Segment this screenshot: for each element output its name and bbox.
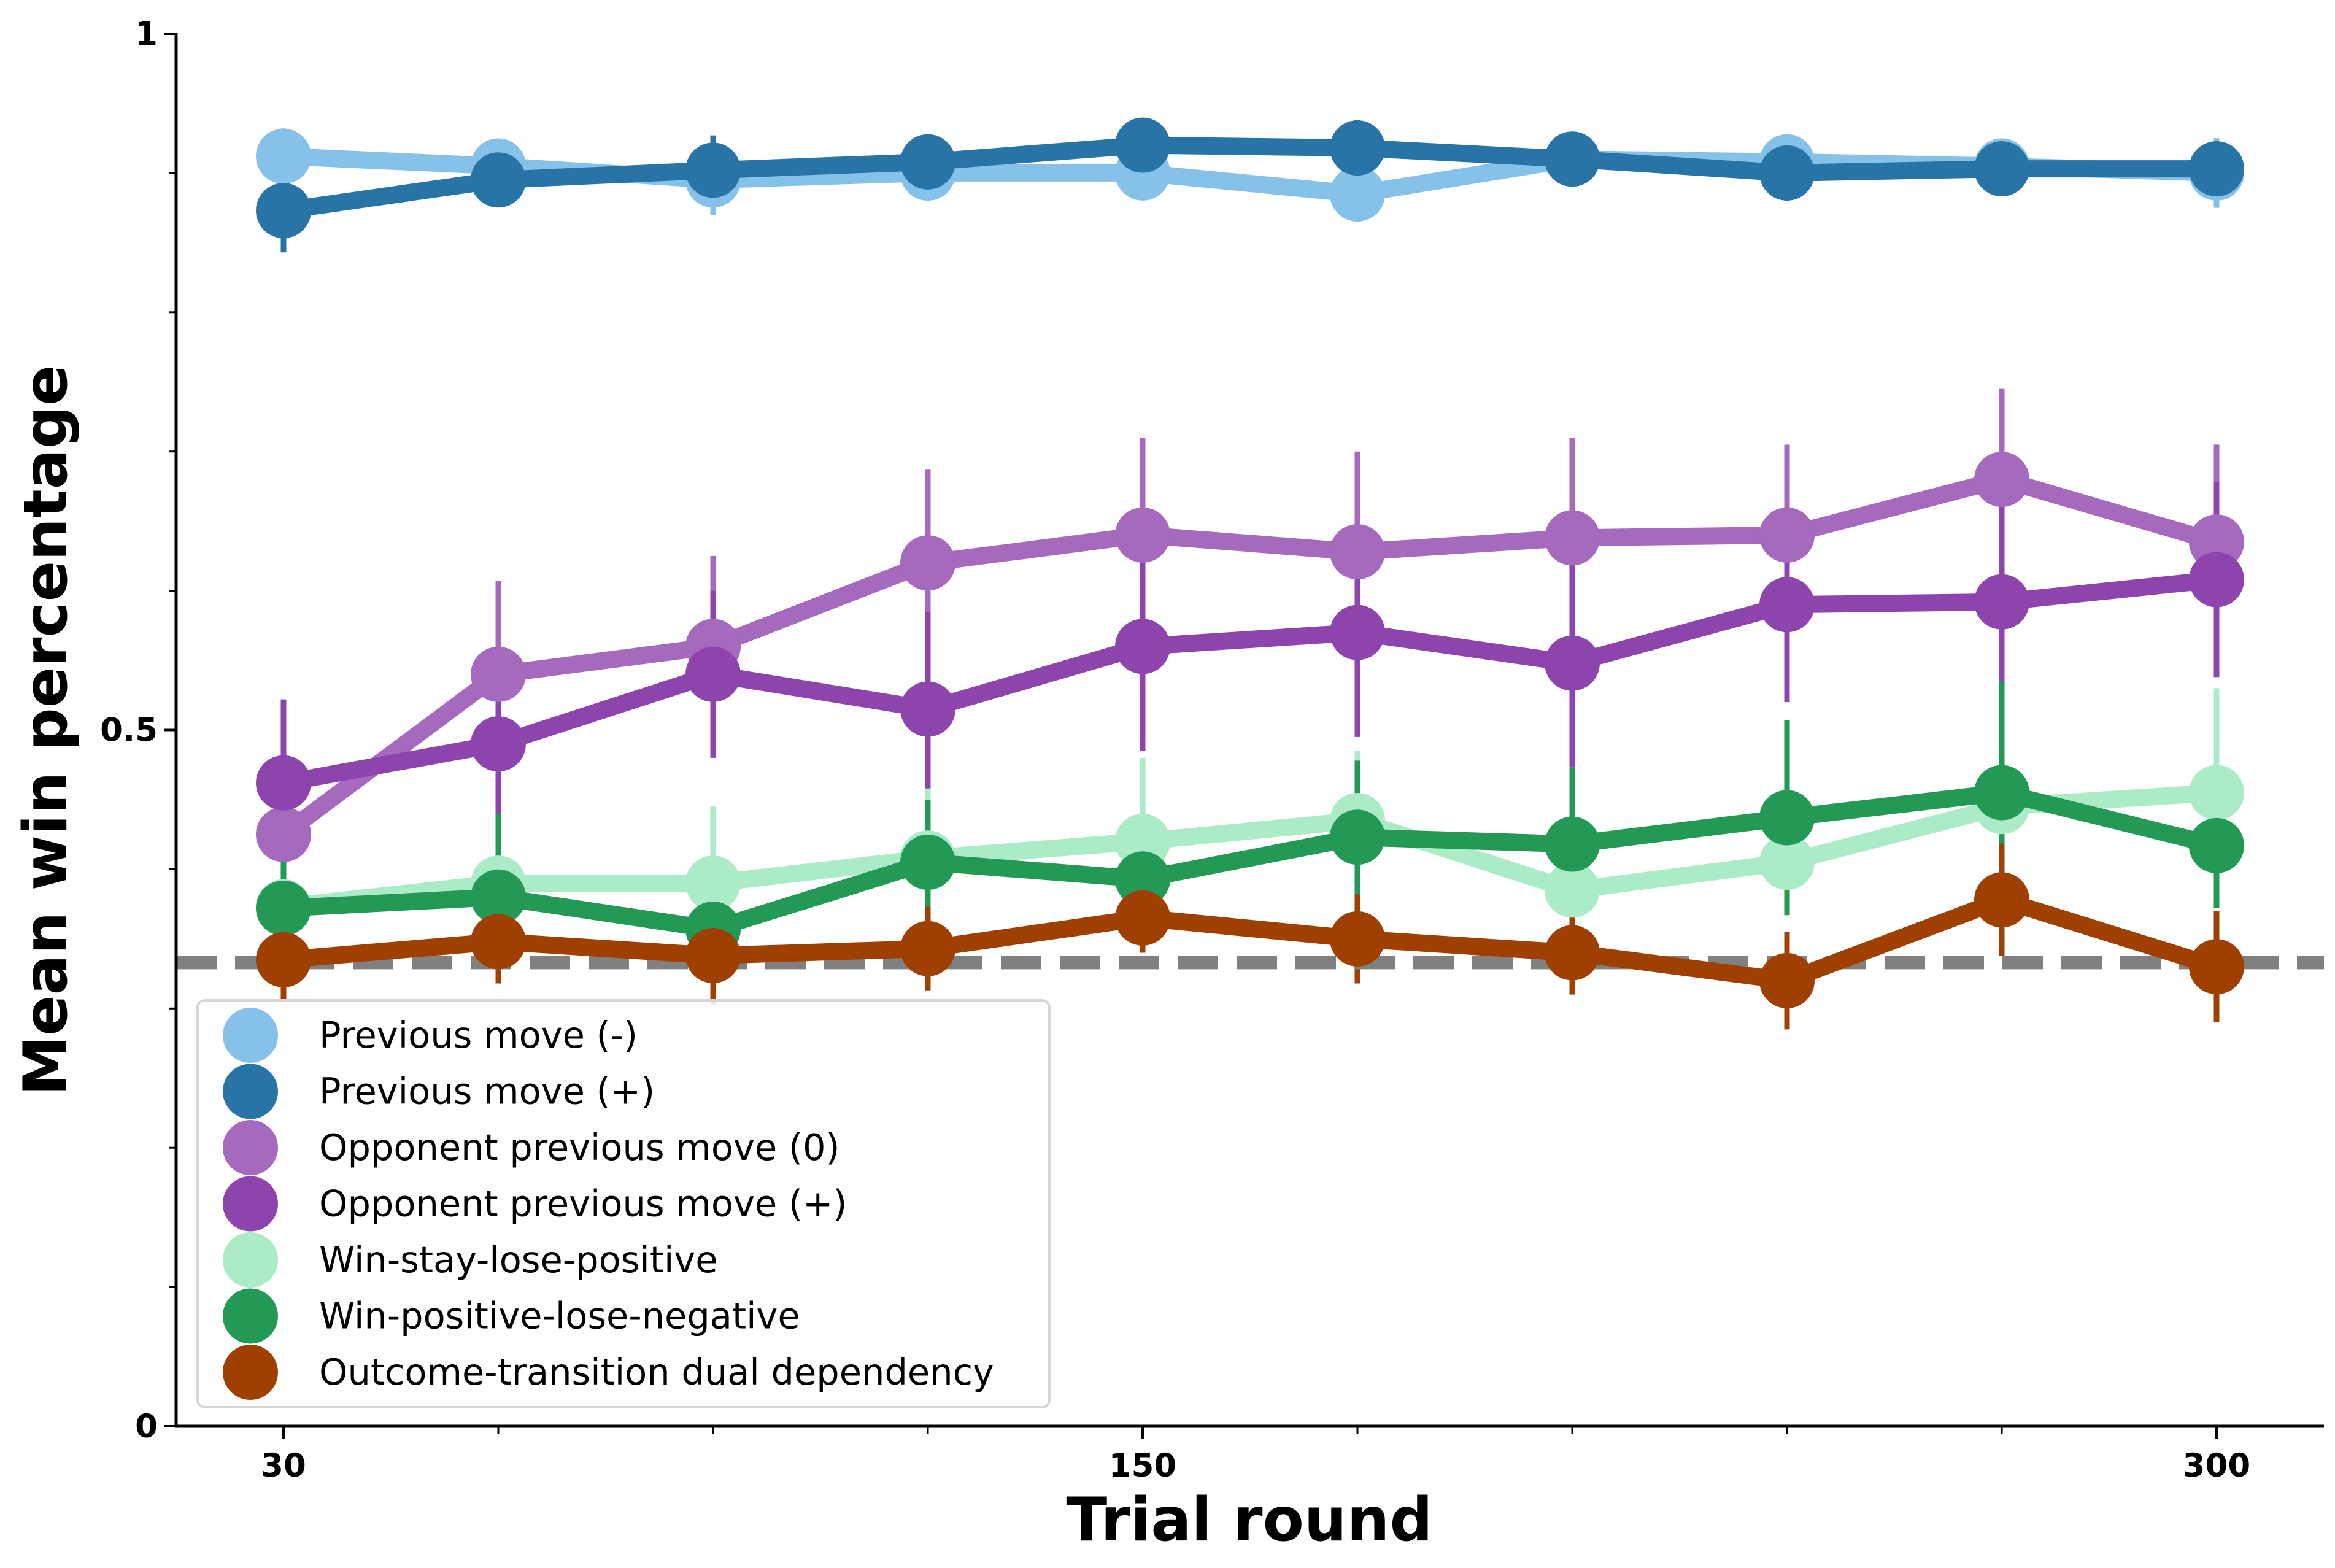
legend-marker xyxy=(223,1232,278,1288)
data-point xyxy=(1759,507,1815,563)
data-point xyxy=(471,152,526,208)
legend-marker xyxy=(223,1064,278,1119)
series-layer xyxy=(256,117,2244,1008)
data-point xyxy=(2189,817,2244,873)
data-point xyxy=(1759,145,1815,201)
data-point xyxy=(1974,574,2029,630)
y-tick-label: 0.5 xyxy=(100,712,158,749)
data-point xyxy=(900,134,955,190)
legend-label: Previous move (+) xyxy=(319,1070,655,1113)
data-point xyxy=(1759,835,1815,890)
data-point xyxy=(1545,816,1600,872)
legend-label: Previous move (-) xyxy=(319,1014,638,1056)
legend-box xyxy=(196,999,1051,1408)
data-point xyxy=(256,128,311,184)
legend-marker xyxy=(223,1345,278,1400)
data-point xyxy=(1974,872,2029,928)
data-point xyxy=(2189,552,2244,608)
legend-marker xyxy=(223,1288,278,1344)
data-point xyxy=(471,716,526,772)
data-point xyxy=(471,869,526,925)
series-line xyxy=(275,571,2225,792)
data-point xyxy=(471,914,526,970)
data-point xyxy=(900,921,955,976)
data-point xyxy=(1330,604,1385,660)
legend-label: Win-stay-lose-positive xyxy=(319,1238,718,1281)
legend-marker xyxy=(223,1120,278,1175)
x-tick-label: 150 xyxy=(1109,1447,1177,1485)
series-line xyxy=(275,784,2225,916)
legend-label: Opponent previous move (+) xyxy=(319,1183,847,1225)
data-point xyxy=(1330,166,1385,222)
y-tick-label: 0 xyxy=(135,1408,158,1445)
data-point xyxy=(685,855,741,911)
x-tick-label: 300 xyxy=(2183,1447,2251,1485)
legend-marker xyxy=(223,1008,278,1063)
series-line xyxy=(275,891,2225,989)
data-point xyxy=(1974,141,2029,197)
data-point xyxy=(1759,952,1815,1008)
legend: Previous move (-) Previous move (+) Oppone… xyxy=(196,999,1051,1408)
data-point xyxy=(1115,851,1170,907)
data-point xyxy=(1115,507,1170,563)
legend-marker xyxy=(223,1176,278,1232)
y-tick-label: 1 xyxy=(135,15,158,53)
data-point xyxy=(685,928,741,984)
series-line xyxy=(275,784,2225,938)
data-point xyxy=(685,142,741,198)
data-point xyxy=(1330,809,1385,865)
data-point xyxy=(1545,510,1600,566)
data-point xyxy=(1115,619,1170,674)
data-point xyxy=(2189,141,2244,197)
x-axis-title: Trial round xyxy=(1066,1485,1432,1555)
data-point xyxy=(256,755,311,811)
legend-label: Outcome-transition dual dependency xyxy=(319,1351,994,1393)
data-point xyxy=(900,681,955,737)
data-point xyxy=(1974,765,2029,821)
data-point xyxy=(256,880,311,936)
data-point xyxy=(900,535,955,591)
data-point xyxy=(2189,765,2244,821)
data-point xyxy=(1115,890,1170,946)
legend-label: Win-positive-lose-negative xyxy=(319,1295,800,1337)
data-point xyxy=(1330,120,1385,176)
data-point xyxy=(1330,524,1385,580)
data-point xyxy=(256,806,311,862)
data-point xyxy=(1759,577,1815,633)
data-point xyxy=(1330,911,1385,967)
data-point xyxy=(1545,925,1600,981)
x-tick-label: 30 xyxy=(261,1447,306,1485)
error-bars xyxy=(280,120,2220,1030)
y-axis-title: Mean win percentage xyxy=(11,365,81,1096)
data-point xyxy=(900,835,955,890)
data-point xyxy=(1545,635,1600,691)
data-point xyxy=(1759,790,1815,846)
legend-label: Opponent previous move (0) xyxy=(319,1126,840,1168)
series-line xyxy=(275,136,2225,220)
data-point xyxy=(1545,862,1600,918)
series-line xyxy=(275,471,2225,843)
data-point xyxy=(2189,939,2244,995)
data-point xyxy=(1545,131,1600,187)
data-point xyxy=(256,932,311,987)
ticks: 30 150 300 0 0.5 1 xyxy=(100,15,2250,1485)
data-point xyxy=(685,646,741,702)
data-point xyxy=(256,183,311,239)
data-point xyxy=(471,646,526,702)
data-point xyxy=(1115,117,1170,173)
data-point xyxy=(1974,452,2029,508)
